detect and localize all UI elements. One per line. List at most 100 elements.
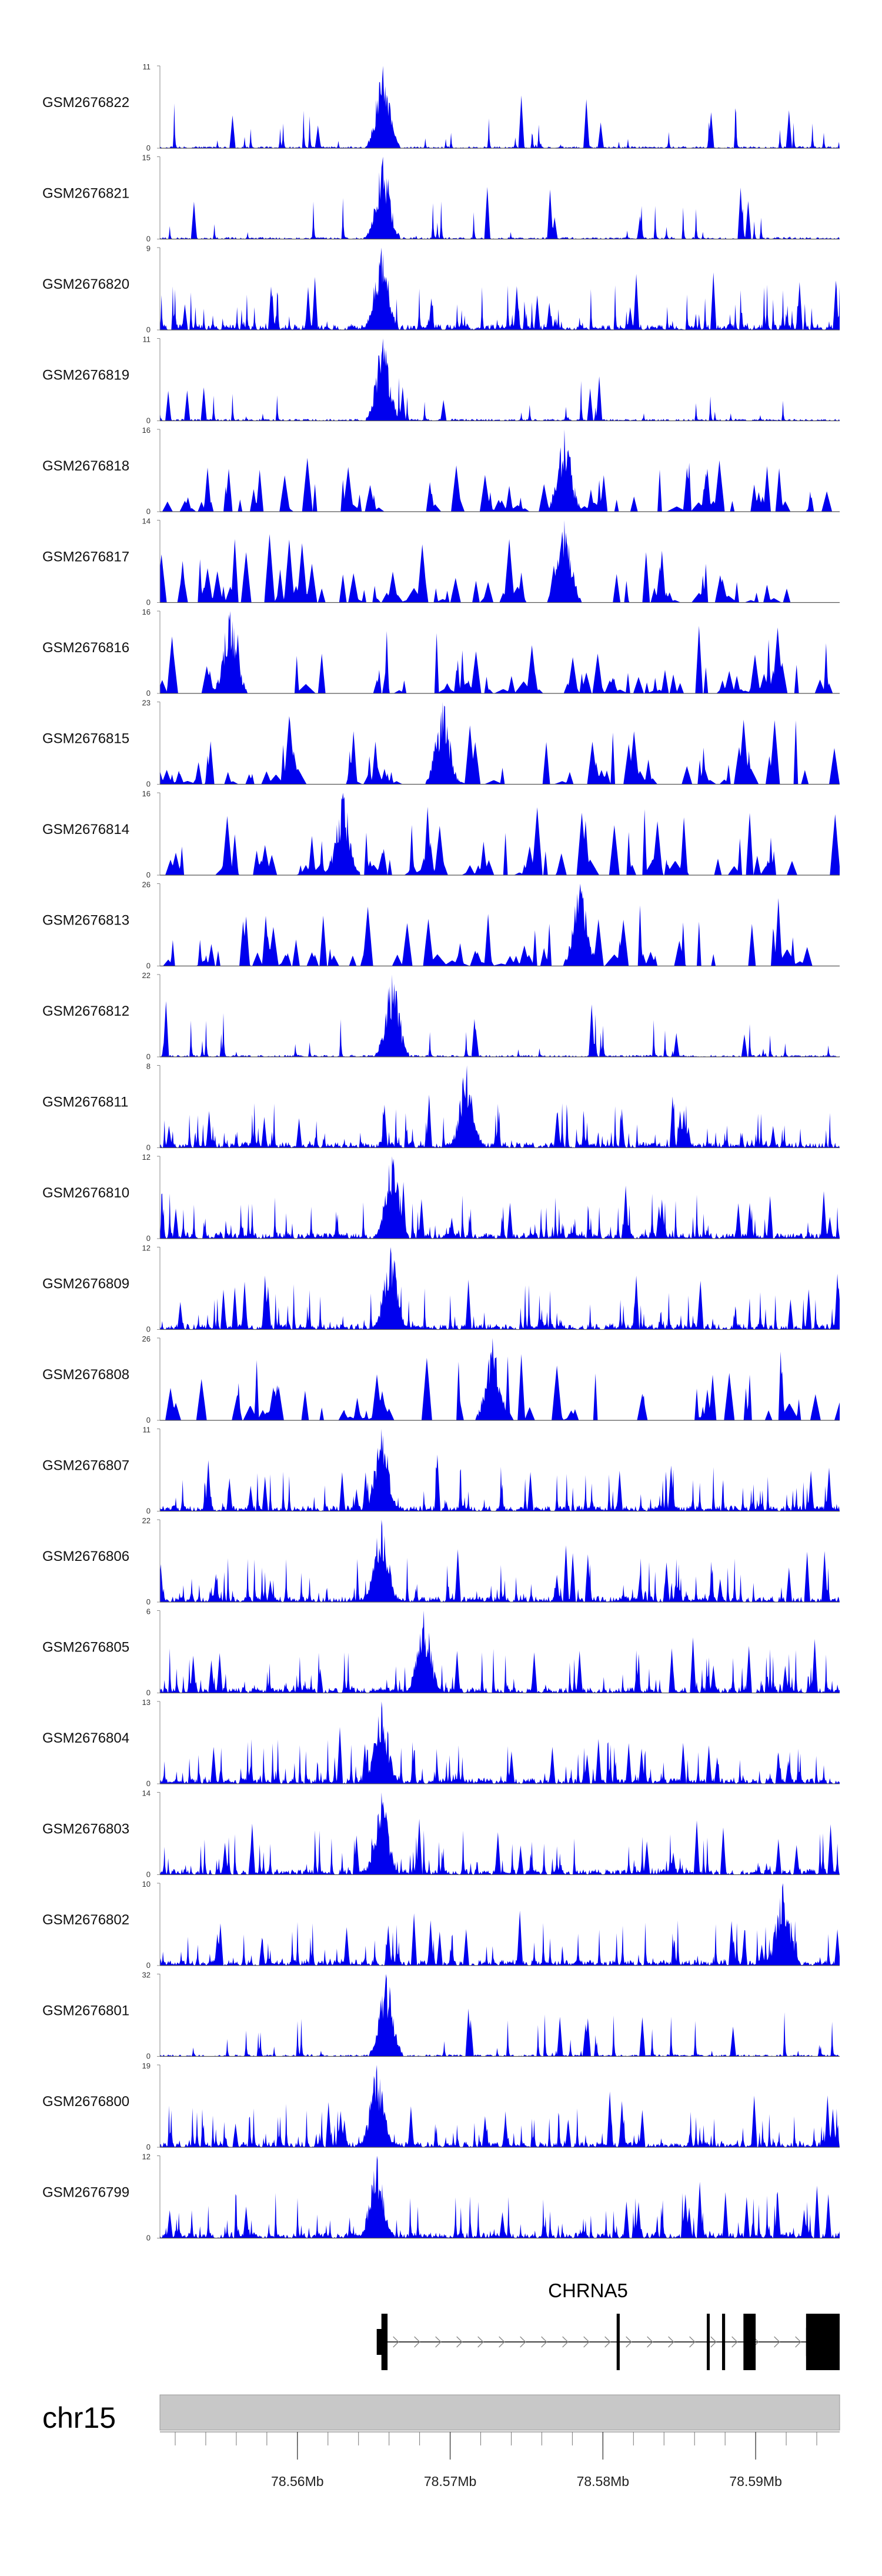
strand-arrow xyxy=(710,2336,717,2348)
strand-arrow xyxy=(435,2336,442,2348)
y-zero-label: 0 xyxy=(146,507,151,516)
exon-3 xyxy=(706,2314,710,2370)
track-label-GSM2676806: GSM2676806 xyxy=(42,1549,129,1564)
y-max-label: 11 xyxy=(143,1426,151,1434)
y-max-label: 16 xyxy=(142,426,151,435)
strand-arrow xyxy=(499,2336,505,2348)
strand-arrow xyxy=(795,2336,801,2348)
y-max-label: 12 xyxy=(142,1244,151,1253)
track-label-GSM2676819: GSM2676819 xyxy=(42,368,129,383)
y-max-label: 9 xyxy=(146,244,151,253)
strand-arrow xyxy=(626,2336,632,2348)
coverage-area-GSM2676806 xyxy=(160,1520,840,1602)
track-label-GSM2676799: GSM2676799 xyxy=(42,2185,129,2201)
strand-arrow xyxy=(520,2336,526,2348)
coverage-area-GSM2676814 xyxy=(160,793,840,875)
y-max-label: 23 xyxy=(142,699,151,708)
coverage-area-GSM2676813 xyxy=(160,883,840,966)
strand-arrow xyxy=(668,2336,674,2348)
x-tick-label: 78.59Mb xyxy=(729,2474,782,2489)
y-zero-label: 0 xyxy=(146,1779,151,1788)
gene-label: CHRNA5 xyxy=(548,2280,628,2301)
coverage-area-GSM2676810 xyxy=(160,1156,840,1239)
track-label-GSM2676821: GSM2676821 xyxy=(42,186,129,202)
y-max-label: 6 xyxy=(146,1607,151,1616)
y-max-label: 26 xyxy=(142,880,151,889)
y-zero-label: 0 xyxy=(146,1325,151,1334)
coverage-area-GSM2676820 xyxy=(160,248,840,330)
y-zero-label: 0 xyxy=(146,689,151,698)
coverage-area-GSM2676815 xyxy=(160,702,840,785)
y-max-label: 12 xyxy=(142,2153,151,2161)
y-max-label: 11 xyxy=(143,335,151,344)
coverage-area-GSM2676805 xyxy=(160,1610,840,1693)
y-zero-label: 0 xyxy=(146,1416,151,1424)
y-zero-label: 0 xyxy=(146,962,151,970)
y-zero-label: 0 xyxy=(146,1961,151,1970)
y-max-label: 15 xyxy=(142,154,151,162)
y-max-label: 16 xyxy=(142,789,151,798)
y-max-label: 11 xyxy=(143,62,151,71)
coverage-area-GSM2676809 xyxy=(160,1247,840,1330)
y-zero-label: 0 xyxy=(146,1597,151,1606)
chromosome-bar xyxy=(159,2394,840,2431)
x-tick-label: 78.57Mb xyxy=(424,2474,477,2489)
track-label-GSM2676809: GSM2676809 xyxy=(42,1276,129,1292)
y-zero-label: 0 xyxy=(146,2234,151,2243)
track-label-GSM2676813: GSM2676813 xyxy=(42,913,129,929)
y-zero-label: 0 xyxy=(146,870,151,879)
x-tick-label: 78.56Mb xyxy=(271,2474,324,2489)
y-max-label: 32 xyxy=(142,1971,151,1980)
y-zero-label: 0 xyxy=(146,235,151,243)
y-zero-label: 0 xyxy=(146,1689,151,1697)
y-max-label: 12 xyxy=(142,1153,151,1162)
y-zero-label: 0 xyxy=(146,780,151,789)
y-zero-label: 0 xyxy=(146,2143,151,2151)
coverage-area-GSM2676808 xyxy=(160,1338,840,1420)
strand-arrow xyxy=(647,2336,653,2348)
coverage-area-GSM2676811 xyxy=(160,1065,840,1148)
y-max-label: 16 xyxy=(142,608,151,616)
y-max-label: 10 xyxy=(142,1880,151,1888)
strand-arrow xyxy=(583,2336,590,2348)
track-label-GSM2676811: GSM2676811 xyxy=(42,1095,128,1110)
y-max-label: 26 xyxy=(142,1334,151,1343)
coverage-area-GSM2676801 xyxy=(160,1974,840,2057)
y-zero-label: 0 xyxy=(146,1507,151,1516)
y-zero-label: 0 xyxy=(146,416,151,425)
x-tick-label: 78.58Mb xyxy=(577,2474,630,2489)
y-max-label: 8 xyxy=(146,1062,151,1071)
track-label-GSM2676818: GSM2676818 xyxy=(42,458,129,474)
track-label-GSM2676817: GSM2676817 xyxy=(42,549,129,565)
track-label-GSM2676812: GSM2676812 xyxy=(42,1003,129,1019)
coverage-area-GSM2676819 xyxy=(160,338,840,421)
track-label-GSM2676800: GSM2676800 xyxy=(42,2094,129,2110)
coverage-area-GSM2676799 xyxy=(160,2155,840,2238)
y-max-label: 19 xyxy=(142,2061,151,2070)
exon-3prime-utr xyxy=(806,2328,840,2356)
track-label-GSM2676803: GSM2676803 xyxy=(42,1821,129,1837)
track-label-GSM2676802: GSM2676802 xyxy=(42,1912,129,1928)
strand-arrow xyxy=(456,2336,463,2348)
strand-arrow xyxy=(393,2336,399,2348)
strand-arrow xyxy=(774,2336,780,2348)
y-max-label: 22 xyxy=(142,971,151,980)
coverage-area-GSM2676800 xyxy=(160,2065,840,2147)
strand-arrow xyxy=(689,2336,696,2348)
track-label-GSM2676805: GSM2676805 xyxy=(42,1640,129,1656)
y-zero-label: 0 xyxy=(146,144,151,152)
track-label-GSM2676801: GSM2676801 xyxy=(42,2003,129,2019)
y-zero-label: 0 xyxy=(146,1870,151,1879)
coverage-area-GSM2676816 xyxy=(160,611,840,693)
track-label-GSM2676816: GSM2676816 xyxy=(42,640,129,656)
y-max-label: 22 xyxy=(142,1516,151,1525)
track-label-GSM2676808: GSM2676808 xyxy=(42,1367,129,1383)
y-max-label: 14 xyxy=(142,517,151,526)
strand-arrow xyxy=(477,2336,484,2348)
y-zero-label: 0 xyxy=(146,1052,151,1061)
utr-block xyxy=(376,2329,385,2355)
strand-arrow xyxy=(562,2336,569,2348)
y-max-label: 14 xyxy=(142,1789,151,1798)
coverage-area-GSM2676818 xyxy=(160,429,840,512)
